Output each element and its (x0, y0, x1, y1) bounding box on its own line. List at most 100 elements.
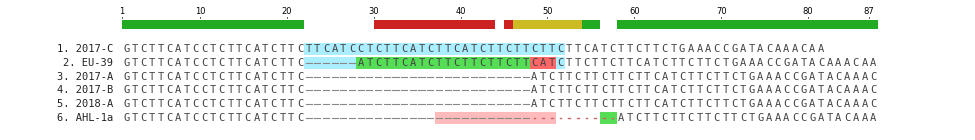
Text: G: G (123, 99, 130, 109)
Text: A: A (176, 58, 181, 68)
Text: T: T (236, 85, 242, 95)
Text: T: T (383, 58, 390, 68)
FancyBboxPatch shape (304, 43, 565, 55)
Text: T: T (227, 99, 234, 109)
FancyBboxPatch shape (122, 20, 304, 29)
Text: T: T (696, 58, 703, 68)
Text: C: C (558, 44, 564, 54)
Text: T: T (653, 44, 659, 54)
Text: C: C (627, 72, 633, 82)
Text: 30: 30 (369, 7, 379, 16)
Text: T: T (583, 72, 590, 82)
Text: T: T (262, 99, 268, 109)
Text: G: G (679, 44, 685, 54)
Text: C: C (574, 85, 581, 95)
Text: C: C (662, 44, 668, 54)
Text: A: A (531, 85, 537, 95)
Text: A: A (254, 85, 259, 95)
Text: C: C (583, 44, 590, 54)
Text: C: C (505, 58, 512, 68)
Text: T: T (566, 99, 572, 109)
Text: A: A (774, 44, 781, 54)
Text: T: T (636, 99, 642, 109)
Text: C: C (323, 44, 330, 54)
Text: A: A (836, 58, 841, 68)
Text: T: T (749, 113, 755, 123)
Text: A: A (792, 44, 799, 54)
Text: T: T (627, 113, 633, 123)
Text: T: T (618, 99, 624, 109)
Text: T: T (132, 85, 138, 95)
Text: C: C (800, 113, 806, 123)
Text: C: C (193, 99, 199, 109)
Text: T: T (670, 99, 677, 109)
Text: T: T (618, 44, 624, 54)
Text: A: A (618, 113, 624, 123)
Text: A: A (176, 72, 181, 82)
Text: T: T (132, 99, 138, 109)
Text: A: A (783, 113, 790, 123)
Text: T: T (558, 99, 564, 109)
FancyBboxPatch shape (539, 20, 582, 29)
Text: T: T (418, 58, 425, 68)
Text: C: C (783, 85, 790, 95)
Text: T: T (618, 58, 624, 68)
Text: A: A (410, 44, 416, 54)
Text: A: A (870, 113, 877, 123)
Text: A: A (809, 44, 815, 54)
Text: G: G (749, 85, 755, 95)
Text: T: T (236, 58, 242, 68)
Text: C: C (140, 99, 146, 109)
Text: T: T (262, 113, 268, 123)
Text: C: C (792, 72, 799, 82)
Text: A: A (844, 72, 850, 82)
Text: A: A (758, 72, 763, 82)
Text: C: C (818, 58, 824, 68)
Text: C: C (870, 72, 877, 82)
Text: T: T (149, 58, 155, 68)
Text: C: C (245, 99, 251, 109)
Text: C: C (218, 44, 225, 54)
Text: T: T (445, 44, 450, 54)
FancyBboxPatch shape (556, 57, 565, 69)
Text: T: T (236, 113, 242, 123)
Text: C: C (601, 72, 607, 82)
Text: C: C (201, 113, 208, 123)
Text: T: T (210, 44, 216, 54)
Text: T: T (653, 113, 659, 123)
Text: C: C (271, 72, 277, 82)
Text: T: T (670, 72, 677, 82)
Text: T: T (262, 44, 268, 54)
Text: T: T (601, 44, 607, 54)
Text: T: T (670, 44, 677, 54)
Text: A: A (749, 58, 755, 68)
Text: T: T (149, 99, 155, 109)
Text: T: T (262, 72, 268, 82)
Text: T: T (184, 85, 190, 95)
Text: T: T (289, 44, 294, 54)
Text: C: C (558, 58, 564, 68)
Text: A: A (592, 44, 599, 54)
Text: T: T (558, 72, 564, 82)
Text: T: T (462, 58, 468, 68)
Text: T: T (418, 44, 425, 54)
Text: A: A (818, 113, 824, 123)
Text: T: T (132, 44, 138, 54)
Text: T: T (644, 85, 650, 95)
Text: 40: 40 (455, 7, 466, 16)
Text: A: A (662, 99, 668, 109)
Text: T: T (227, 113, 234, 123)
Text: C: C (296, 72, 303, 82)
Text: A: A (662, 85, 668, 95)
Text: C: C (271, 85, 277, 95)
Text: T: T (514, 58, 521, 68)
Text: G: G (758, 113, 763, 123)
Text: T: T (158, 44, 164, 54)
Text: C: C (140, 44, 146, 54)
Text: T: T (132, 113, 138, 123)
Text: T: T (609, 72, 616, 82)
Text: G: G (783, 58, 790, 68)
Text: T: T (636, 72, 642, 82)
Text: C: C (731, 99, 737, 109)
Text: T: T (592, 99, 599, 109)
